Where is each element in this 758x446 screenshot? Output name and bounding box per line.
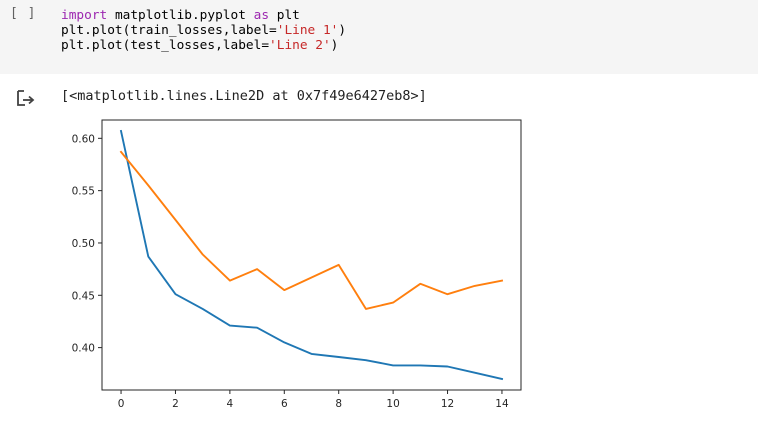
cell-run-indicator[interactable]: [ ] [10,6,37,21]
x-tick-label: 10 [386,398,399,410]
x-tick-label: 2 [172,398,179,410]
code-line: plt.plot(train_losses,label='Line 1') [61,23,346,38]
output-text: [<matplotlib.lines.Line2D at 0x7f49e6427… [61,88,427,104]
x-tick-label: 0 [118,398,125,410]
code-token: ) [330,38,339,53]
code-line: import matplotlib.pyplot as plt [61,8,346,23]
code-cell[interactable]: [ ] import matplotlib.pyplot as plt plt.p… [0,0,758,74]
code-token: ) [338,23,347,38]
series-line-2 [119,150,504,310]
x-tick-label: 8 [335,398,342,410]
y-tick-label: 0.60 [72,133,95,145]
y-tick-label: 0.50 [72,238,95,250]
code-line: plt.plot(test_losses,label='Line 2') [61,38,346,53]
x-tick-label: 12 [441,398,454,410]
code-string: 'Line 1' [276,23,339,38]
code-token: plt.plot(train_losses,label= [61,23,277,38]
plot-frame [101,119,522,391]
code-token: matplotlib.pyplot [107,8,254,23]
x-tick-label: 4 [227,398,234,410]
code-keyword: import [61,8,108,23]
code-token: plt.plot(test_losses,label= [61,38,270,53]
code-token: plt [269,8,300,23]
y-tick-label: 0.40 [72,343,95,355]
code-editor[interactable]: import matplotlib.pyplot as plt plt.plot(… [61,8,346,53]
x-tick-label: 6 [281,398,288,410]
x-tick-label: 14 [495,398,509,410]
series-line-1 [119,129,504,381]
output-arrow-icon [17,90,35,106]
y-tick-label: 0.55 [72,186,95,198]
code-string: 'Line 2' [269,38,331,53]
code-keyword: as [253,8,270,23]
y-tick-label: 0.45 [72,290,95,302]
